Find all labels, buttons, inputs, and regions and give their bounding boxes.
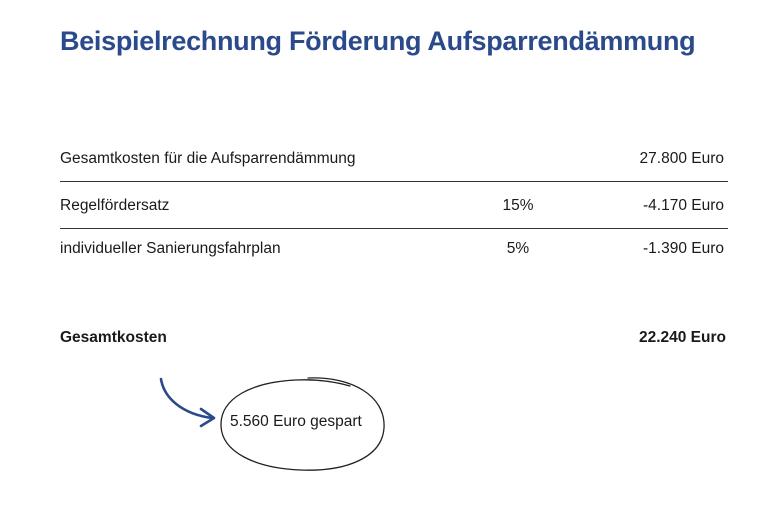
table-row: individueller Sanierungsfahrplan 5% -1.3… [60, 240, 728, 260]
total-label: Gesamtkosten [60, 329, 167, 346]
table-row: Gesamtkosten für die Aufsparrendämmung 2… [60, 150, 728, 170]
table-divider [60, 228, 728, 229]
row-amount: -4.170 Euro [643, 197, 724, 214]
row-amount: 27.800 Euro [639, 150, 724, 167]
table-row: Regelfördersatz 15% -4.170 Euro [60, 197, 728, 217]
curved-arrow-icon [159, 377, 216, 428]
total-amount: 22.240 Euro [638, 329, 726, 346]
row-percent: 15% [502, 197, 534, 214]
row-label: individueller Sanierungsfahrplan [60, 240, 281, 257]
row-label: Regelfördersatz [60, 197, 170, 214]
row-label: Gesamtkosten für die Aufsparrendämmung [60, 150, 356, 167]
total-row: Gesamtkosten 22.240 Euro [60, 329, 728, 349]
table-divider [60, 181, 728, 182]
row-percent: 5% [506, 240, 530, 257]
row-amount: -1.390 Euro [643, 240, 724, 257]
page-title: Beispielrechnung Förderung Aufsparrendäm… [60, 26, 696, 56]
savings-note: 5.560 Euro gespart [230, 413, 362, 430]
